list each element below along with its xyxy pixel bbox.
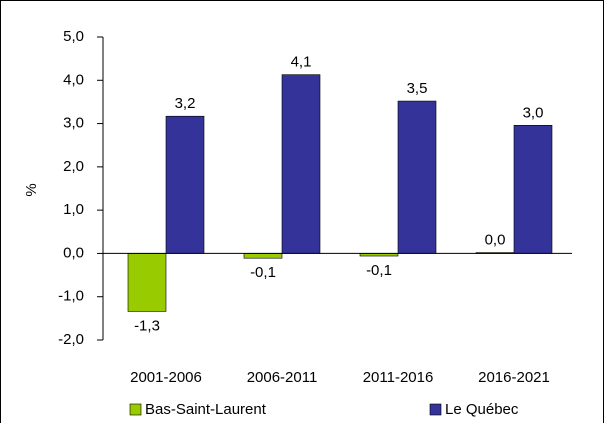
data-label: 3,0 <box>523 104 544 121</box>
data-label: -1,3 <box>134 317 160 334</box>
y-tick-label: 1,0 <box>63 201 84 218</box>
x-tick-label: 2011-2016 <box>363 369 434 386</box>
y-tick-label: -2,0 <box>58 331 84 348</box>
x-tick-label: 2006-2011 <box>247 369 318 386</box>
x-tick-label: 2016-2021 <box>478 369 550 386</box>
data-label: 3,5 <box>407 80 428 97</box>
bar <box>165 115 205 254</box>
legend-swatch <box>429 403 442 416</box>
bar <box>243 253 283 259</box>
data-label: 4,1 <box>291 54 312 71</box>
x-tick-label: 2001-2006 <box>130 369 202 386</box>
data-label: 0,0 <box>485 232 506 249</box>
data-label: -0,1 <box>250 264 276 281</box>
legend-label: Bas-Saint-Laurent <box>145 401 267 418</box>
bar <box>513 125 553 254</box>
data-label: 3,2 <box>175 95 196 112</box>
bar <box>281 74 321 254</box>
bar <box>397 100 437 254</box>
y-tick-label: 2,0 <box>63 158 84 175</box>
y-tick-label: 5,0 <box>63 28 84 45</box>
y-axis-label: % <box>23 183 40 196</box>
legend-swatch <box>129 403 142 416</box>
data-label: -0,1 <box>366 262 392 279</box>
y-tick-label: -1,0 <box>58 288 84 305</box>
y-tick-label: 4,0 <box>63 71 84 88</box>
bar <box>127 253 167 312</box>
legend-label: Le Québec <box>445 401 519 418</box>
y-tick-label: 0,0 <box>63 244 84 261</box>
y-tick-label: 3,0 <box>63 115 84 132</box>
